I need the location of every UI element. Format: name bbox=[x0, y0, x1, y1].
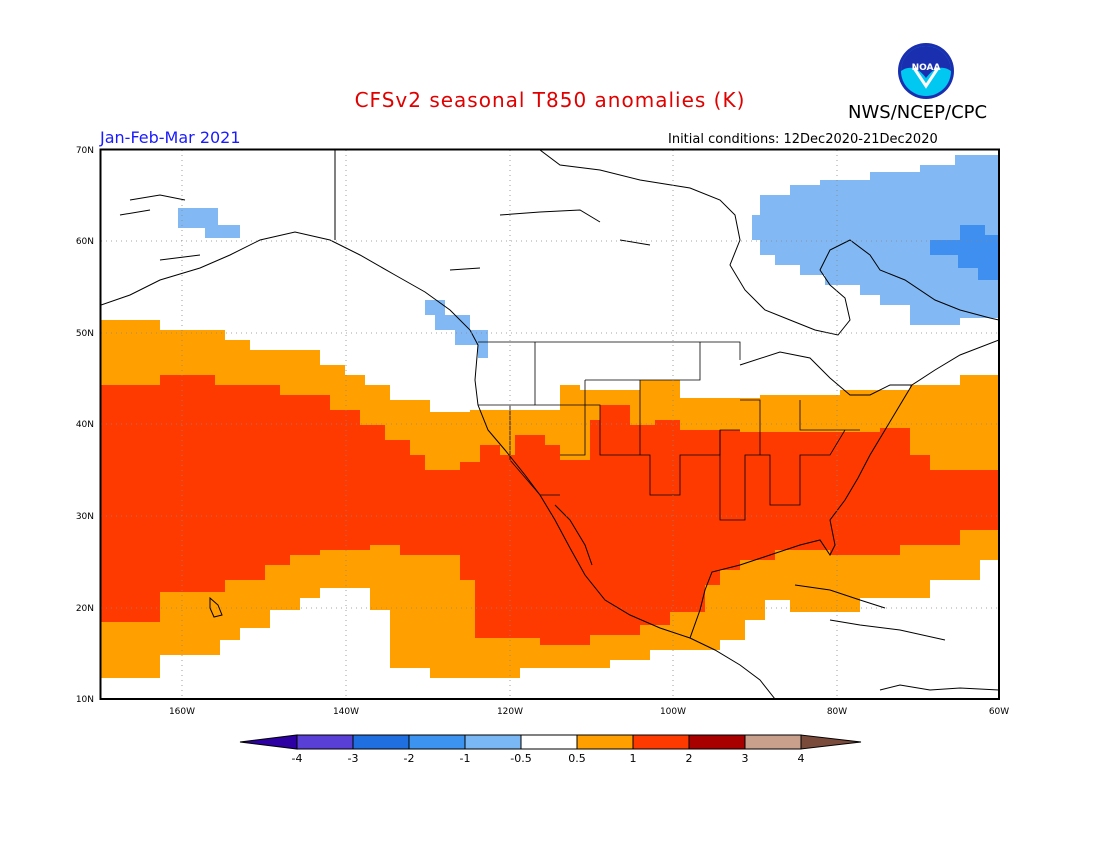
noaa-logo-text: NOAA bbox=[911, 63, 941, 73]
anomaly-region-lightblue-alaska bbox=[178, 208, 240, 238]
anomaly-region-blue bbox=[930, 225, 999, 280]
colorbar-tick-label: 2 bbox=[685, 752, 693, 765]
lat-label: 70N bbox=[76, 146, 94, 156]
coastlines bbox=[101, 150, 999, 699]
initial-conditions: Initial conditions: 12Dec2020-21Dec2020 bbox=[668, 132, 938, 147]
anomaly-fields bbox=[101, 155, 999, 678]
colorbar-segment bbox=[296, 734, 354, 750]
colorbar-tick-label: 3 bbox=[741, 752, 749, 765]
colorbar-tick-label: -1 bbox=[459, 752, 471, 765]
noaa-logo: NOAA bbox=[894, 42, 958, 100]
colorbar-tick-label: -4 bbox=[291, 752, 303, 765]
colorbar-segment bbox=[408, 734, 466, 750]
colorbar-tick-label: 0.5 bbox=[568, 752, 586, 765]
forecast-period: Jan-Feb-Mar 2021 bbox=[100, 128, 241, 147]
lat-label: 60N bbox=[76, 237, 94, 247]
lon-label: 120W bbox=[497, 707, 523, 717]
colorbar-tick-label: -3 bbox=[347, 752, 359, 765]
lon-label: 100W bbox=[660, 707, 686, 717]
lon-label: 60W bbox=[989, 707, 1009, 717]
lat-label: 30N bbox=[76, 512, 94, 522]
lat-labels: 70N 60N 50N 40N 30N 20N 10N bbox=[76, 146, 94, 705]
colorbar-segment bbox=[744, 734, 802, 750]
colorbar-arrow-right bbox=[800, 734, 862, 750]
noaa-logo-icon bbox=[898, 43, 954, 99]
colorbar-segment bbox=[352, 734, 410, 750]
colorbar-segment bbox=[632, 734, 690, 750]
map-title: CFSv2 seasonal T850 anomalies (K) bbox=[354, 88, 746, 112]
colorbar-arrow-left bbox=[239, 734, 298, 750]
colorbar-segment bbox=[520, 734, 578, 750]
colorbar-segment bbox=[688, 734, 746, 750]
anomaly-region-red bbox=[101, 375, 999, 645]
state-borders bbox=[478, 341, 860, 521]
colorbar-tick-label: 4 bbox=[797, 752, 805, 765]
colorbar-segment bbox=[576, 734, 634, 750]
lon-labels: 160W 140W 120W 100W 80W 60W bbox=[169, 707, 1009, 717]
anomaly-region-lightblue-coast bbox=[425, 300, 488, 358]
colorbar-segment bbox=[464, 734, 522, 750]
map-frame bbox=[99, 148, 1000, 700]
lat-label: 50N bbox=[76, 329, 94, 339]
lon-label: 160W bbox=[169, 707, 195, 717]
colorbar-tick-label: -2 bbox=[403, 752, 415, 765]
lat-label: 10N bbox=[76, 695, 94, 705]
organization-label: NWS/NCEP/CPC bbox=[848, 102, 988, 123]
anomaly-region-lightblue bbox=[752, 155, 999, 325]
colorbar bbox=[239, 734, 862, 750]
lon-label: 140W bbox=[333, 707, 359, 717]
lat-label: 40N bbox=[76, 420, 94, 430]
lon-label: 80W bbox=[827, 707, 847, 717]
colorbar-tick-label: -0.5 bbox=[510, 752, 532, 765]
lat-label: 20N bbox=[76, 604, 94, 614]
colorbar-tick-label: 1 bbox=[629, 752, 637, 765]
